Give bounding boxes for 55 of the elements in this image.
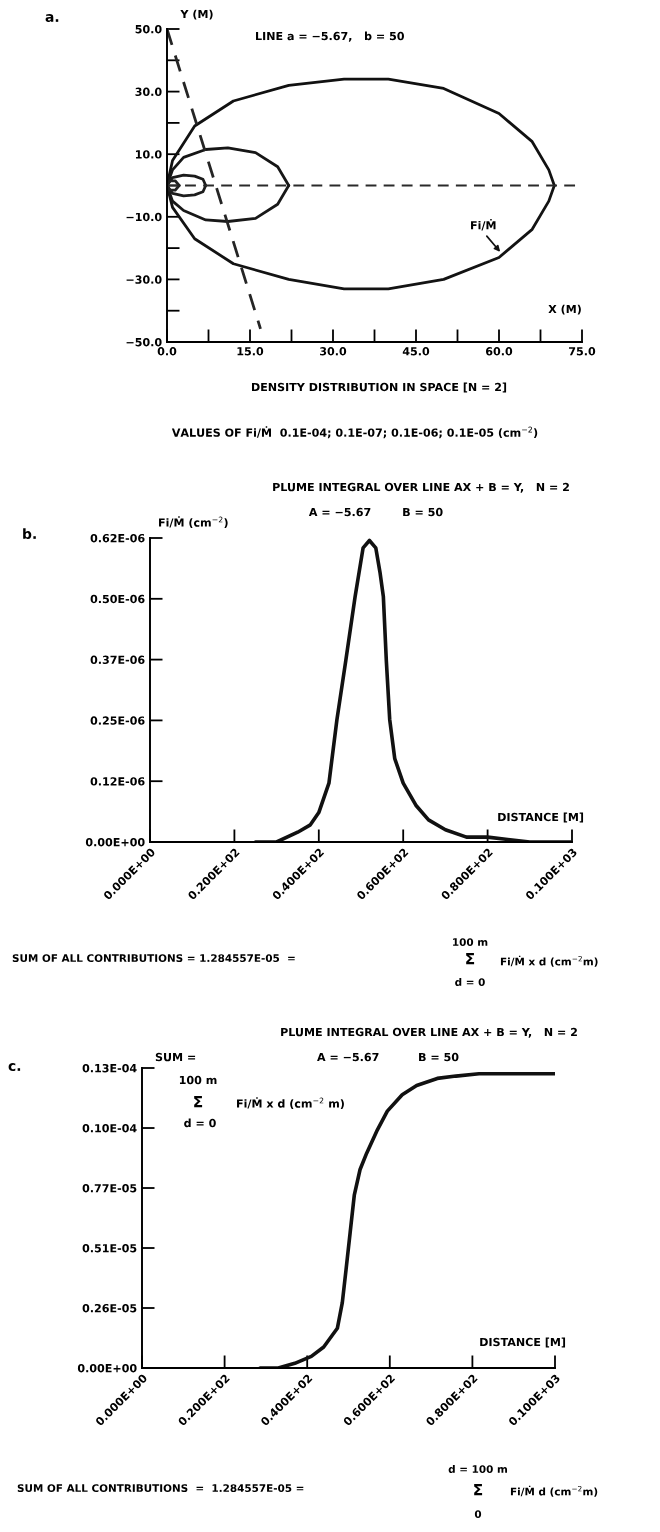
text: c. — [8, 1063, 21, 1072]
x-axis-title: DISTANCE [M] — [498, 812, 584, 823]
text: d = 100 m — [448, 1464, 508, 1474]
x-tick-label: 0.0 — [157, 347, 177, 356]
x-tick-label: 60.0 — [485, 347, 513, 356]
y-tick-label: 0.51E-05 — [82, 1243, 137, 1253]
text: Σ — [466, 953, 475, 965]
text: b. — [23, 528, 36, 540]
text: SUM OF ALL CONTRIBUTIONS = 1.284557E-05 = — [17, 1484, 304, 1493]
text: d = 0 — [455, 977, 485, 987]
x-tick-label: 30.0 — [320, 347, 347, 356]
text: a. — [45, 14, 59, 23]
y-tick-label: 0.37E-06 — [90, 655, 145, 664]
x-tick-label: 75.0 — [569, 347, 596, 356]
x-tick-label: 15.0 — [237, 347, 264, 356]
annotation: LINE a = −5.67, b = 50 — [256, 31, 404, 42]
annotation: d = 0 — [184, 1118, 216, 1128]
annotation: Σ — [194, 1096, 203, 1108]
y-tick-label: 30.0 — [135, 87, 162, 96]
text: Fi/Ṁ x d (cm$^{−2}$m) — [500, 955, 598, 967]
y-tick-label: 50.0 — [135, 24, 162, 34]
annotation: 100 m — [179, 1075, 217, 1085]
x-axis-title: DISTANCE [M] — [480, 1337, 566, 1348]
chart-title: PLUME INTEGRAL OVER LINE AX + B = Y, N = 2 — [281, 1027, 577, 1038]
x-tick-label: 45.0 — [402, 347, 430, 356]
y-tick-label: −30.0 — [126, 275, 162, 284]
annotation: Fi/Ṁ — [471, 219, 496, 231]
text: Σ — [474, 1484, 483, 1496]
text: Fi/Ṁ d (cm$^{−2}$m) — [510, 1485, 598, 1497]
y-tick-label: 0.13E-04 — [82, 1063, 137, 1073]
y-tick-label: 0.10E-04 — [82, 1123, 137, 1133]
y-tick-label: 0.62E-06 — [90, 533, 145, 543]
y-tick-label: 0.77E-05 — [82, 1183, 137, 1193]
y-tick-label: −10.0 — [126, 212, 162, 222]
x-axis-title: X (M) — [548, 304, 581, 315]
text: VALUES OF Fi/Ṁ 0.1E-04; 0.1E-07; 0.1E-06; 0.1E-05 (cm$^{−2}$) — [171, 426, 538, 439]
y-tick-label: 0.25E-06 — [90, 716, 145, 725]
text: SUM OF ALL CONTRIBUTIONS = 1.284557E-05 = — [12, 954, 295, 963]
y-tick-label: −50.0 — [126, 337, 162, 347]
chart-subtitle: A = −5.67 B = 50 — [317, 1052, 459, 1062]
y-axis-title: Y (M) — [180, 9, 213, 20]
y-tick-label: 10.0 — [135, 150, 162, 159]
y-tick-label: 0.50E-06 — [90, 594, 145, 604]
text: 0 — [474, 1510, 482, 1519]
y-tick-label: 0.00E+00 — [85, 837, 145, 847]
annotation: Fi/Ṁ x d (cm$^{−2}$ m) — [237, 1097, 344, 1110]
y-tick-label: 0.26E-05 — [82, 1303, 137, 1313]
text: 100 m — [453, 938, 488, 947]
y-tick-label: 0.12E-06 — [90, 777, 145, 786]
chart-title: PLUME INTEGRAL OVER LINE AX + B = Y, N = 2 — [273, 482, 569, 493]
y-tick-label: 0.00E+00 — [77, 1363, 137, 1373]
chart-subtitle: A = −5.67 B = 50 — [308, 507, 443, 517]
text: SUM = — [155, 1052, 196, 1062]
y-axis-title: Fi/Ṁ (cm$^{−2}$) — [159, 516, 228, 529]
text: DENSITY DISTRIBUTION IN SPACE [N = 2] — [251, 382, 507, 393]
